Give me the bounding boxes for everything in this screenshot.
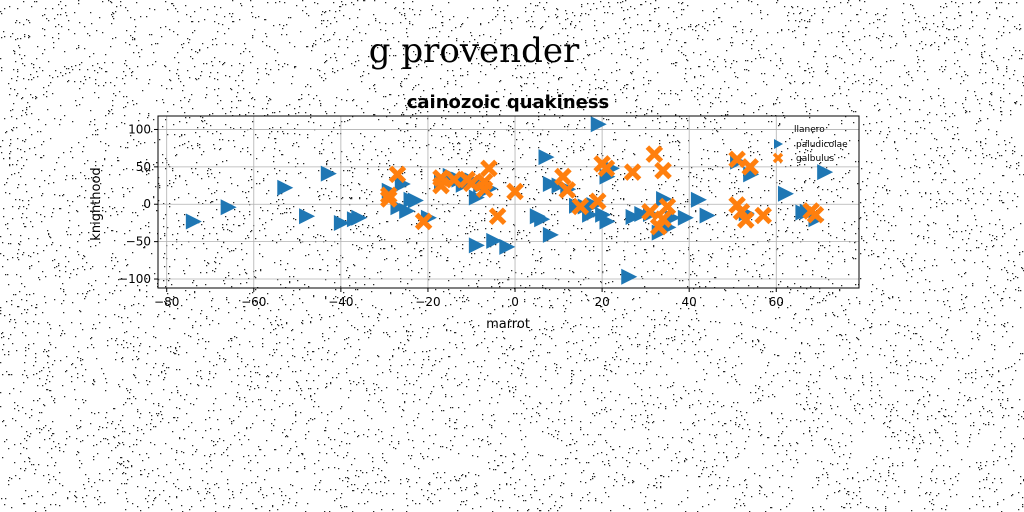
legend-marker-paludicolae xyxy=(774,139,783,149)
data-point-galbulus xyxy=(480,159,498,178)
x-tick-label: 60 xyxy=(769,295,784,309)
legend-marker-galbulus xyxy=(772,152,784,164)
data-point-paludicolae xyxy=(656,191,673,208)
data-point-paludicolae xyxy=(399,202,416,219)
data-point-galbulus xyxy=(506,182,524,201)
data-point-galbulus xyxy=(445,170,463,189)
data-point-paludicolae xyxy=(351,209,368,226)
legend-label-galbulus: galbulus xyxy=(796,154,834,164)
data-point-galbulus xyxy=(588,192,607,211)
data-point-paludicolae xyxy=(333,214,350,231)
data-point-paludicolae xyxy=(185,213,202,230)
data-point-galbulus xyxy=(388,165,407,184)
x-tick-label: 40 xyxy=(682,295,697,309)
chart-title: cainozoic quakiness xyxy=(407,92,610,113)
data-point-paludicolae xyxy=(777,185,794,202)
grid-lines xyxy=(158,116,859,288)
x-tick-label: −40 xyxy=(328,295,353,309)
x-axis-label: marrot xyxy=(486,317,530,332)
data-point-galbulus xyxy=(741,158,759,176)
y-tick-label: −100 xyxy=(118,272,151,286)
data-point-paludicolae xyxy=(538,149,555,166)
data-point-galbulus xyxy=(654,161,672,180)
data-point-paludicolae xyxy=(817,164,834,181)
figure-suptitle: g provender xyxy=(369,31,580,71)
y-tick-label: 0 xyxy=(143,197,151,211)
data-point-paludicolae xyxy=(534,211,551,228)
y-axis-label: knighthood xyxy=(89,167,104,240)
legend: llanero paludicolae galbulus xyxy=(772,125,848,164)
data-point-paludicolae xyxy=(677,209,694,226)
data-point-paludicolae xyxy=(468,189,485,206)
plot-frame xyxy=(157,115,860,289)
data-point-galbulus xyxy=(462,174,481,193)
data-point-paludicolae xyxy=(542,226,559,243)
data-point-galbulus xyxy=(737,211,755,229)
data-point-paludicolae xyxy=(486,232,503,249)
data-point-paludicolae xyxy=(277,179,294,196)
data-point-paludicolae xyxy=(320,165,337,182)
y-tick-label: 100 xyxy=(128,122,151,136)
data-point-galbulus xyxy=(754,206,772,225)
data-point-galbulus xyxy=(379,190,398,208)
plot-area xyxy=(157,115,860,289)
data-markers xyxy=(185,116,834,285)
data-point-paludicolae xyxy=(542,176,559,193)
data-point-galbulus xyxy=(379,186,398,205)
data-point-galbulus xyxy=(475,173,494,191)
data-point-paludicolae xyxy=(299,208,316,225)
data-point-paludicolae xyxy=(499,238,516,255)
data-point-galbulus xyxy=(623,163,642,181)
data-point-paludicolae xyxy=(407,192,424,209)
y-tick-label: 50 xyxy=(136,160,151,174)
y-tick-label: −50 xyxy=(126,235,151,249)
data-point-paludicolae xyxy=(690,191,707,208)
x-tick-label: −60 xyxy=(241,295,266,309)
data-point-paludicolae xyxy=(699,207,716,224)
data-point-paludicolae xyxy=(625,208,642,225)
x-tick-label: −20 xyxy=(415,295,440,309)
data-point-galbulus xyxy=(654,210,672,228)
data-point-paludicolae xyxy=(595,206,612,223)
data-point-paludicolae xyxy=(621,268,638,285)
data-point-paludicolae xyxy=(468,237,485,254)
data-point-galbulus xyxy=(558,181,577,199)
data-point-galbulus xyxy=(658,197,677,216)
data-point-galbulus xyxy=(414,212,433,231)
data-point-galbulus xyxy=(645,145,664,163)
y-axis-ticks: −100 −50 0 50 100 xyxy=(118,122,158,286)
x-axis-ticks: −80 −60 −40 −20 0 20 40 60 xyxy=(154,288,784,309)
data-point-galbulus xyxy=(597,159,616,178)
data-point-galbulus xyxy=(432,176,450,195)
legend-label-paludicolae: paludicolae xyxy=(796,140,848,150)
legend-title: llanero xyxy=(794,125,825,135)
data-point-galbulus xyxy=(728,150,746,169)
data-point-paludicolae xyxy=(599,213,616,230)
x-tick-label: 0 xyxy=(511,295,519,309)
x-tick-label: 20 xyxy=(594,295,609,309)
data-point-paludicolae xyxy=(394,176,411,193)
data-point-galbulus xyxy=(641,202,659,221)
x-tick-label: −80 xyxy=(154,295,179,309)
data-point-paludicolae xyxy=(634,205,651,222)
data-point-paludicolae xyxy=(590,116,607,133)
plot-background xyxy=(158,116,859,288)
data-point-paludicolae xyxy=(220,199,237,216)
data-point-galbulus xyxy=(554,167,572,186)
data-point-galbulus xyxy=(806,205,825,224)
data-point-galbulus xyxy=(488,207,507,225)
data-point-galbulus xyxy=(571,197,590,216)
